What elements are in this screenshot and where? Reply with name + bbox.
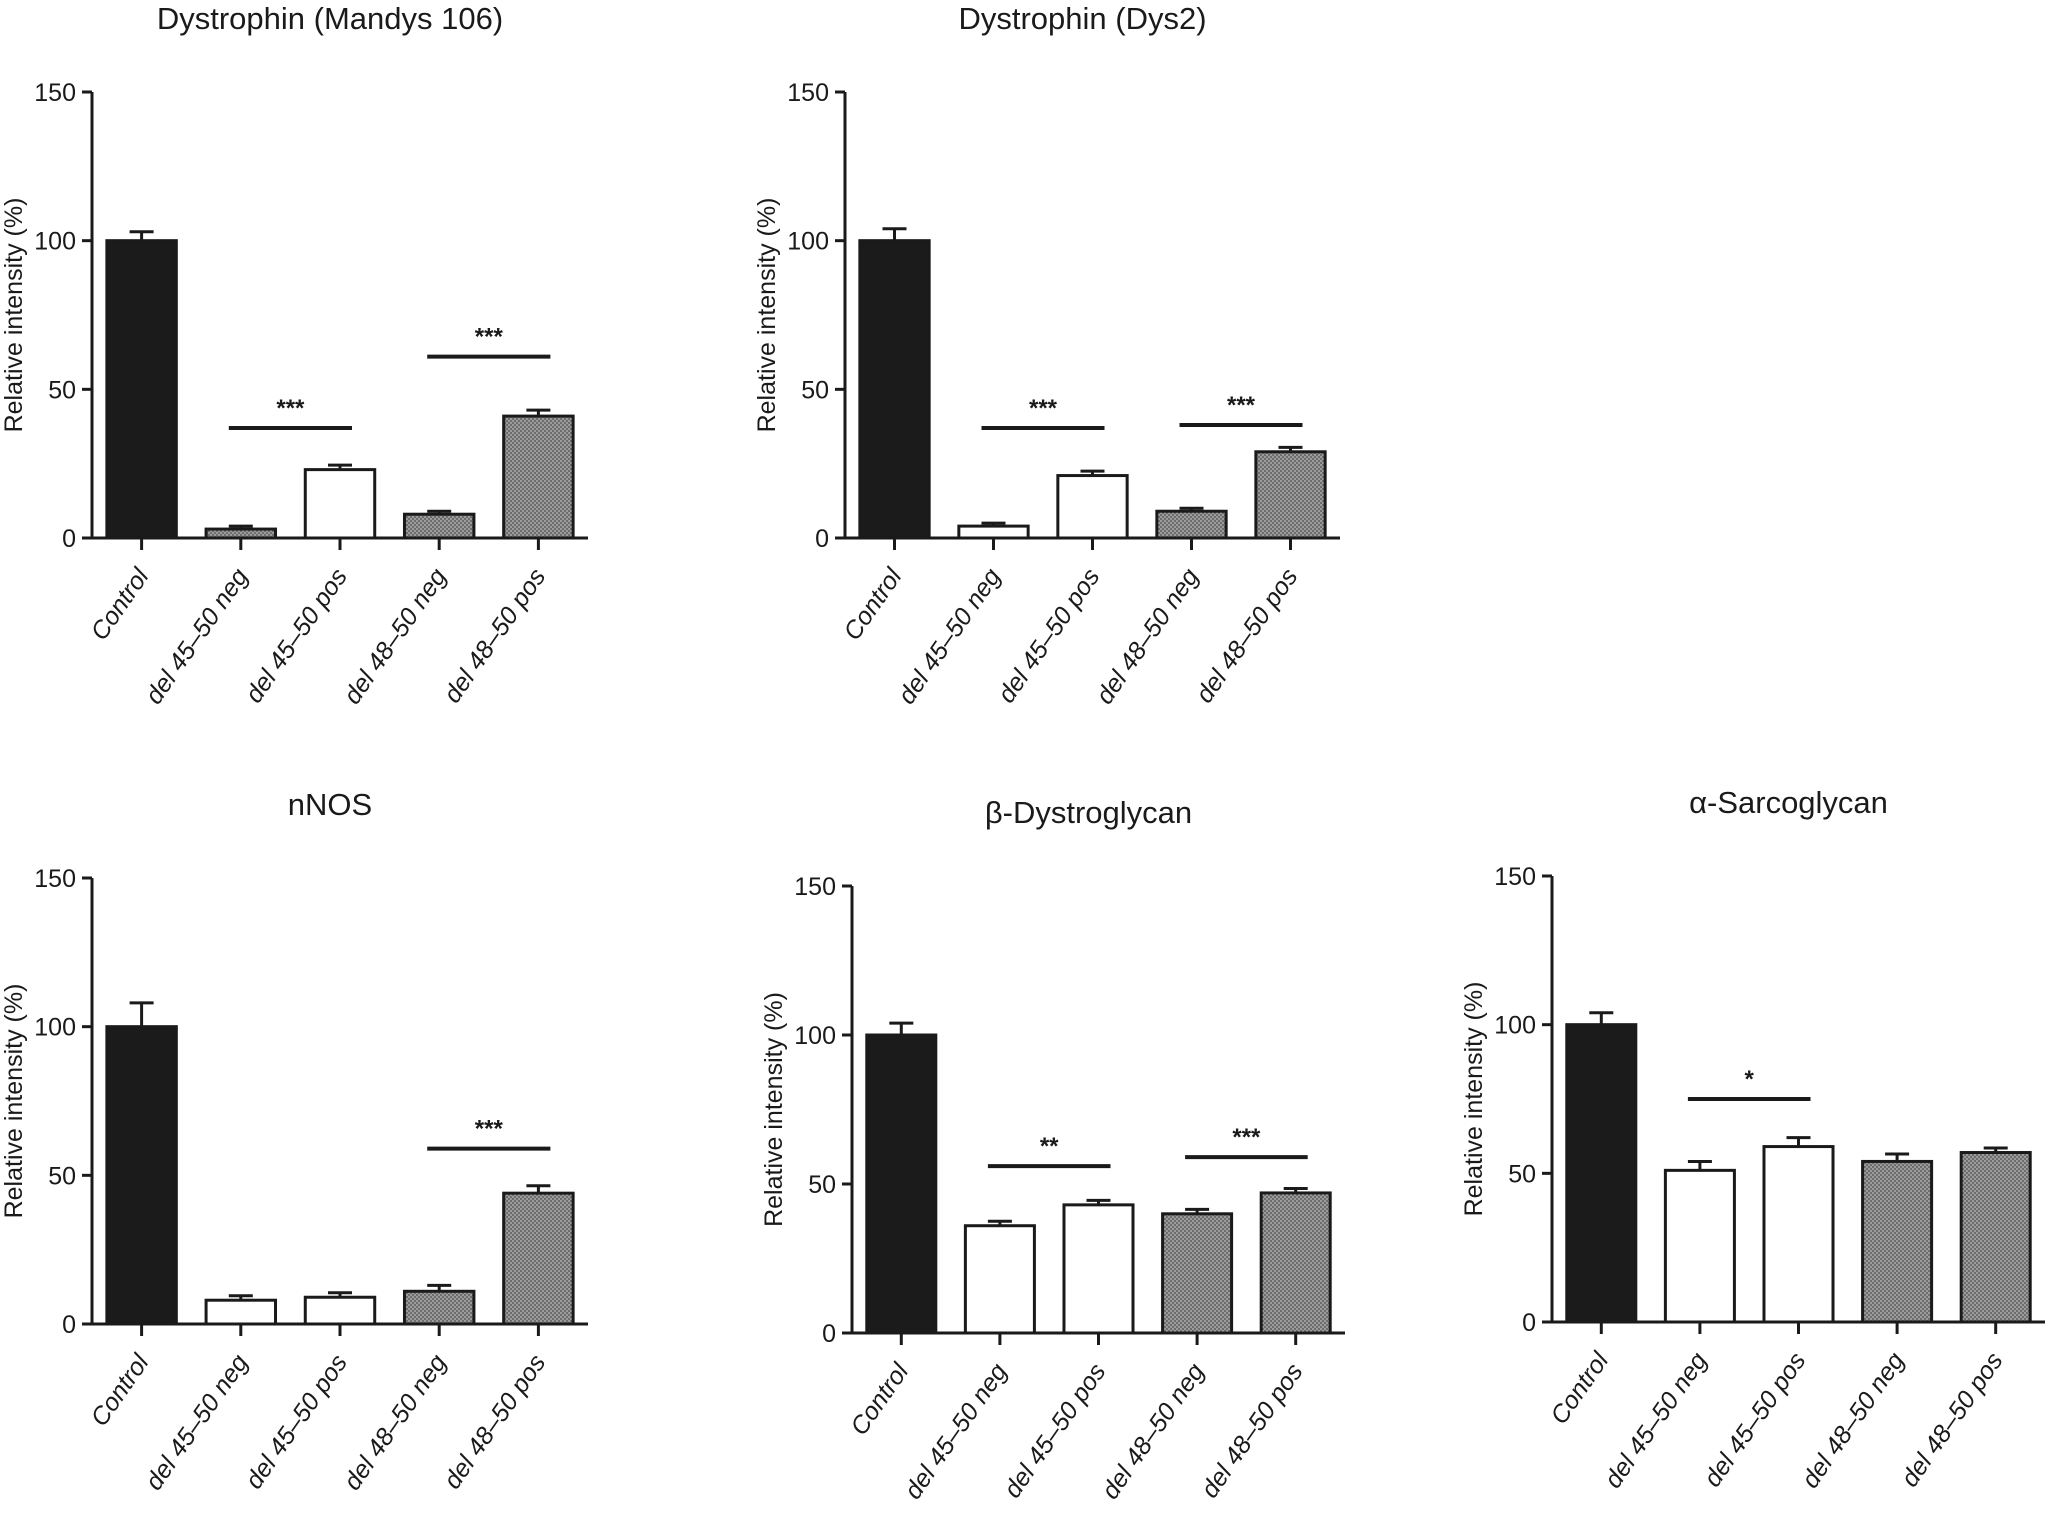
y-tick-label: 50 xyxy=(48,1162,76,1190)
bar xyxy=(865,1033,938,1335)
x-tick-label: del 45–50 neg xyxy=(140,1349,254,1495)
chart-panel-2: Dystrophin (Dys2) Relative intensity (%) 0… xyxy=(753,1,1340,709)
y-axis-label: Relative intensity (%) xyxy=(753,198,781,433)
chart-title: nNOS xyxy=(288,787,372,822)
x-tick-label: del 45–50 neg xyxy=(899,1358,1013,1504)
significance-label: *** xyxy=(1232,1124,1261,1151)
x-tick-label: del 48–50 neg xyxy=(338,563,452,709)
chart-title: β-Dystroglycan xyxy=(985,795,1192,830)
y-tick-label: 150 xyxy=(1494,863,1536,891)
chart-panel-3: nNOS Relative intensity (%) 0 50 100 150 Contr… xyxy=(0,787,588,1495)
y-tick-label: 0 xyxy=(62,525,76,553)
chart-title: α-Sarcoglycan xyxy=(1689,785,1888,820)
chart-title: Dystrophin (Dys2) xyxy=(958,1,1206,36)
x-tick-label: del 48–50 neg xyxy=(1796,1347,1910,1493)
chart-title: Dystrophin (Mandys 106) xyxy=(157,1,503,36)
bar xyxy=(402,1289,476,1326)
x-tick-label: del 48–50 pos xyxy=(438,1349,551,1494)
y-tick-label: 100 xyxy=(34,228,76,256)
chart-panel-5: α-Sarcoglycan Relative intensity (%) 0 50 10… xyxy=(1460,785,2045,1493)
bar xyxy=(1565,1023,1638,1324)
bar xyxy=(1861,1159,1934,1324)
y-axis-label: Relative intensity (%) xyxy=(0,198,28,433)
bar xyxy=(963,1224,1036,1335)
y-tick-label: 100 xyxy=(794,1022,836,1050)
y-axis-label: Relative intensity (%) xyxy=(1460,982,1488,1217)
x-tick-label: del 48–50 pos xyxy=(438,563,551,708)
bar xyxy=(1762,1145,1835,1324)
significance-label: ** xyxy=(1040,1133,1059,1160)
bar xyxy=(1959,1151,2032,1324)
bar xyxy=(502,1191,575,1326)
bar xyxy=(303,468,377,540)
bar xyxy=(502,414,575,540)
bar xyxy=(1056,474,1129,540)
x-tick-label: del 45–50 pos xyxy=(992,563,1105,708)
bar xyxy=(402,512,476,540)
bar xyxy=(957,524,1030,540)
y-tick-label: 0 xyxy=(62,1311,76,1339)
x-tick-label: del 48–50 pos xyxy=(1190,563,1303,708)
bar xyxy=(1254,450,1327,540)
y-tick-label: 50 xyxy=(808,1171,836,1199)
x-tick-label: Control xyxy=(1545,1346,1615,1429)
y-tick-label: 100 xyxy=(787,228,829,256)
x-tick-label: del 45–50 pos xyxy=(240,1349,353,1494)
bar xyxy=(1161,1212,1234,1335)
y-axis-label: Relative intensity (%) xyxy=(760,992,788,1227)
significance-label: * xyxy=(1745,1066,1755,1093)
bar xyxy=(1062,1203,1135,1335)
x-tick-label: del 45–50 pos xyxy=(240,563,353,708)
y-tick-label: 150 xyxy=(794,873,836,901)
x-tick-label: del 45–50 neg xyxy=(1599,1347,1713,1493)
y-tick-label: 100 xyxy=(34,1014,76,1042)
significance-label: *** xyxy=(475,324,504,351)
bar xyxy=(204,1298,278,1326)
x-tick-label: del 45–50 pos xyxy=(1698,1347,1811,1492)
x-tick-label: Control xyxy=(85,562,155,645)
x-tick-label: del 48–50 neg xyxy=(338,1349,452,1495)
significance-label: *** xyxy=(1029,395,1058,422)
bar xyxy=(105,239,178,540)
x-tick-label: Control xyxy=(838,562,908,645)
x-tick-label: del 45–50 pos xyxy=(998,1358,1111,1503)
y-tick-label: 100 xyxy=(1494,1012,1536,1040)
bar xyxy=(1155,509,1228,540)
y-tick-label: 0 xyxy=(1522,1309,1536,1337)
bar xyxy=(303,1295,377,1326)
bar xyxy=(204,527,278,540)
y-tick-label: 150 xyxy=(34,865,76,893)
x-tick-label: Control xyxy=(845,1357,915,1440)
y-tick-label: 0 xyxy=(815,525,829,553)
x-tick-label: del 45–50 neg xyxy=(140,563,254,709)
bar xyxy=(105,1025,178,1326)
y-tick-label: 150 xyxy=(787,79,829,107)
significance-label: *** xyxy=(475,1116,504,1143)
y-tick-label: 0 xyxy=(822,1320,836,1348)
x-tick-label: Control xyxy=(85,1348,155,1431)
significance-label: *** xyxy=(276,395,305,422)
x-tick-label: del 48–50 neg xyxy=(1096,1358,1210,1504)
bar xyxy=(1663,1168,1736,1324)
x-tick-label: del 45–50 neg xyxy=(893,563,1007,709)
y-tick-label: 50 xyxy=(1508,1160,1536,1188)
y-tick-label: 50 xyxy=(801,376,829,404)
y-tick-label: 150 xyxy=(34,79,76,107)
bar xyxy=(858,239,931,540)
y-axis-label: Relative intensity (%) xyxy=(0,984,28,1219)
x-tick-label: del 48–50 pos xyxy=(1896,1347,2009,1492)
chart-panel-1: Dystrophin (Mandys 106) Relative intensit… xyxy=(0,1,588,709)
chart-panel-4: β-Dystroglycan Relative intensity (%) 0 50 1… xyxy=(760,795,1345,1504)
x-tick-label: del 48–50 pos xyxy=(1196,1358,1309,1503)
y-tick-label: 50 xyxy=(48,376,76,404)
x-tick-label: del 48–50 neg xyxy=(1091,563,1205,709)
bar xyxy=(1259,1191,1332,1335)
significance-label: *** xyxy=(1227,392,1256,419)
